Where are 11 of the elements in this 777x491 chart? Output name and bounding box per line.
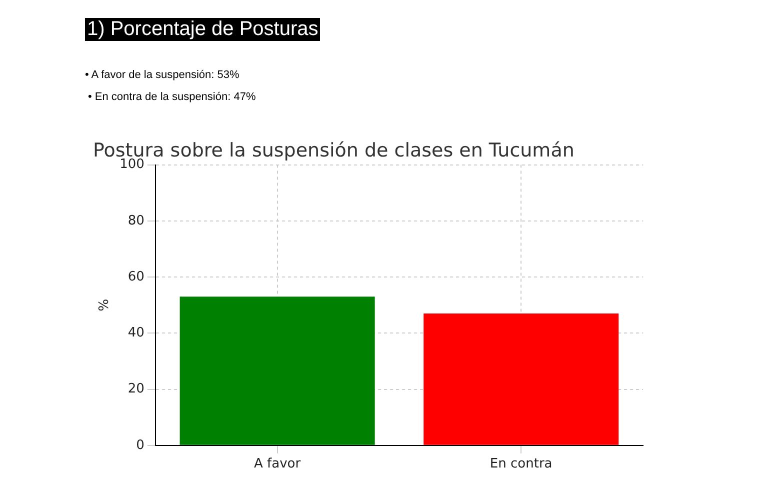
- x-tick-label: En contra: [490, 456, 552, 472]
- text: 1) Porcentaje de Posturas: [85, 18, 320, 41]
- y-tick-label: 40: [128, 326, 144, 341]
- y-tick-label: 80: [128, 213, 144, 228]
- text: • En contra de la suspensión: 47%: [88, 91, 256, 103]
- y-tick-label: 20: [128, 382, 144, 397]
- y-tick-label: 60: [128, 269, 144, 284]
- y-tick-label: 0: [136, 438, 144, 453]
- y-axis-title: %: [97, 298, 112, 312]
- x-tick-label: A favor: [254, 456, 302, 472]
- text: • A favor de la suspensión: 53%: [85, 69, 240, 81]
